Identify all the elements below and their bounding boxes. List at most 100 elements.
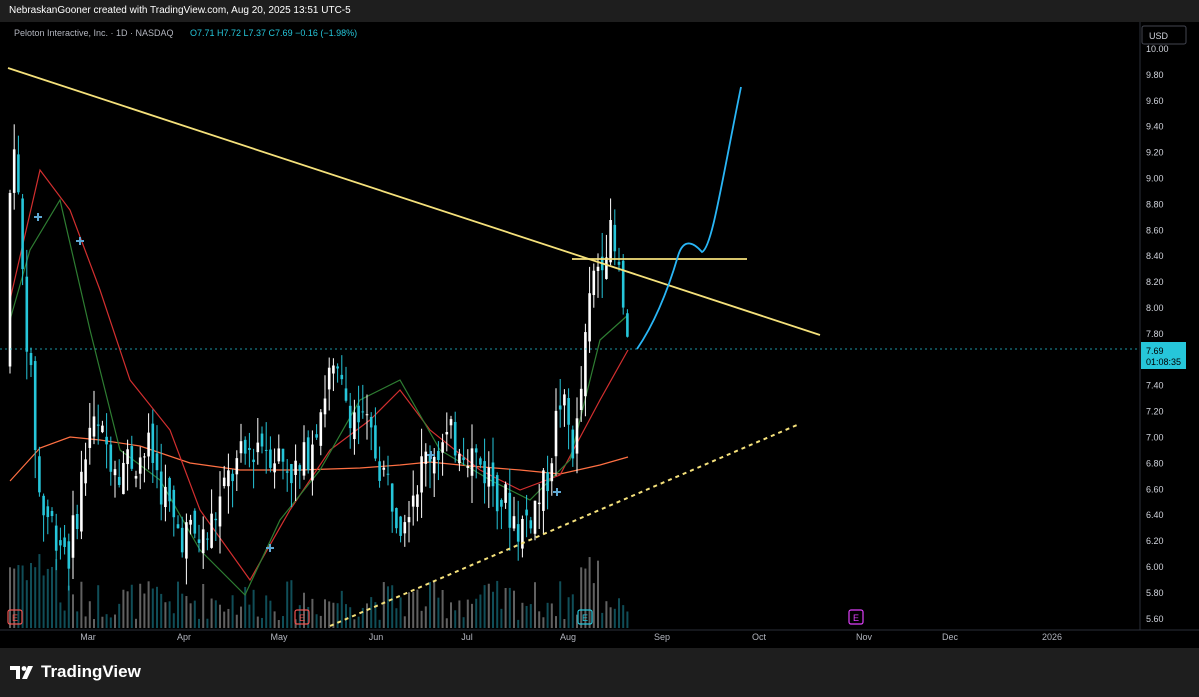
price-tick-label: 6.00 (1146, 562, 1164, 572)
volume-bar (76, 611, 79, 628)
candle-body (592, 270, 596, 296)
volume-bar (252, 589, 255, 628)
candle-body (222, 477, 226, 487)
volume-bar (219, 604, 221, 628)
candle-body (168, 478, 171, 502)
volume-bar (34, 567, 37, 628)
time-tick-label: Nov (856, 632, 873, 642)
volume-bar (290, 580, 293, 628)
price-chart[interactable]: 10.00 9.80 9.60 9.40 9.20 9.00 8.80 8.60 8.40 8.2… (0, 22, 1199, 648)
chart-legend-title: Peloton Interactive, Inc. · 1D · NASDAQ (14, 28, 174, 38)
volume-bar (256, 616, 259, 628)
candle-body (260, 433, 264, 447)
candle-body (516, 524, 520, 542)
price-tick-label: 9.00 (1146, 174, 1164, 184)
volume-bar (588, 557, 591, 628)
candle-body (344, 388, 348, 401)
price-tick-label: 7.20 (1146, 407, 1164, 417)
volume-bar (517, 619, 520, 628)
candle-body (332, 365, 335, 374)
volume-bar (118, 603, 121, 628)
candle-body (319, 412, 323, 446)
candle-body (323, 398, 327, 415)
time-tick-label: Dec (942, 632, 959, 642)
volume-bar (412, 591, 415, 628)
earnings-marker (294, 609, 310, 625)
volume-bar (357, 616, 360, 628)
volume-bar (332, 602, 335, 628)
candle-body (386, 473, 390, 475)
candle-body (21, 198, 24, 270)
volume-bar (307, 606, 310, 628)
currency-label: USD (1149, 31, 1169, 41)
candle-body (248, 447, 251, 450)
volume-bar (235, 614, 238, 628)
ma-mid-line (9, 168, 629, 582)
candle-body (239, 441, 243, 454)
volume-bar (546, 602, 549, 628)
volume-bar (366, 603, 368, 628)
volume-bar (105, 614, 108, 628)
drawings (0, 67, 1140, 627)
volume-bar (555, 616, 557, 628)
volume-bar (508, 587, 511, 628)
tradingview-logo-icon (10, 666, 33, 679)
price-tick-label: 7.40 (1146, 381, 1164, 391)
volume-bar (382, 582, 385, 628)
volume-bar (525, 605, 528, 628)
price-tick-label: 9.20 (1146, 148, 1164, 158)
volume-bar (126, 591, 129, 628)
price-tick-label: 5.60 (1146, 614, 1164, 624)
candle-body (437, 450, 440, 461)
candle-body (575, 418, 579, 454)
volume-bar (429, 582, 431, 628)
volume-bar (185, 596, 188, 628)
volume-bar (420, 610, 423, 628)
volume-bar (487, 583, 490, 628)
volume-bar (462, 617, 465, 628)
volume-bar (328, 601, 331, 628)
candle-body (449, 419, 453, 426)
volume-bar (231, 595, 234, 628)
volume-bar (471, 603, 473, 628)
candle-body (584, 332, 587, 397)
volume-bar (261, 617, 263, 628)
signal-cross-marker (266, 544, 274, 552)
candle-body (311, 444, 314, 481)
volume-bar (160, 593, 163, 628)
candle-body (50, 511, 54, 517)
volume-bar (529, 604, 532, 628)
volume-bar (416, 589, 419, 628)
candle-body (542, 470, 545, 511)
volume-bar (609, 607, 612, 628)
volume-bar (269, 600, 272, 628)
volume-bar (353, 619, 356, 628)
candle-body (126, 449, 129, 465)
candle-body (290, 464, 293, 484)
projection-path (636, 86, 742, 350)
currency-button[interactable] (1141, 25, 1187, 45)
volume-bar (80, 581, 83, 628)
volume-bar (550, 603, 553, 628)
volume-bar (387, 586, 389, 628)
tradingview-logo[interactable]: TradingView (10, 662, 141, 682)
volume-bar (210, 598, 213, 628)
candle-body (214, 518, 218, 521)
candle-body (617, 261, 621, 265)
volume-bar (563, 619, 566, 628)
time-tick-label: Aug (560, 632, 576, 642)
volume-bar (122, 589, 125, 628)
volume-bar (189, 603, 192, 628)
time-tick-label: Mar (80, 632, 96, 642)
candle-body (365, 414, 369, 416)
volume-bar (492, 591, 494, 628)
candle-body (96, 424, 100, 426)
chart-legend-ohlc: O7.71 H7.72 L7.37 C7.69 −0.16 (−1.98%) (190, 28, 357, 38)
candle-body (357, 405, 360, 423)
candle-body (12, 149, 16, 193)
candle-body (605, 257, 608, 279)
earnings-marker (7, 609, 23, 625)
candle-body (113, 469, 117, 476)
candle-body (193, 510, 197, 534)
